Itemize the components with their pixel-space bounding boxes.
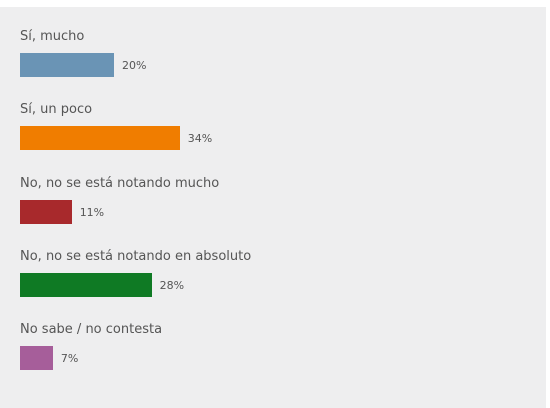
value-label: 11% [79, 205, 105, 219]
value-label: 34% [187, 132, 213, 146]
value-label: 28% [159, 278, 185, 292]
bar [20, 126, 180, 151]
bar [20, 199, 72, 224]
category-label: No, no se está notando mucho [20, 175, 220, 191]
bar [20, 272, 152, 297]
bar-item: Sí, un poco 34% [20, 102, 540, 162]
bar [20, 346, 53, 371]
value-label: 7% [60, 352, 79, 366]
bar-item: No, no se está notando en absoluto 28% [20, 249, 540, 309]
bar [20, 53, 114, 77]
bar-item: Sí, mucho 20% [20, 29, 540, 89]
category-label: Sí, mucho [20, 29, 85, 44]
value-label: 20% [122, 59, 147, 72]
category-label: Sí, un poco [20, 102, 93, 118]
chart-panel: Sí, mucho 20% Sí, un poco 34% No, no se está… [0, 7, 546, 408]
category-label: No, no se está notando en absoluto [20, 248, 252, 264]
category-label: No sabe / no contesta [20, 322, 163, 338]
bar-item: No sabe / no contesta 7% [20, 322, 540, 382]
bar-item: No, no se está notando mucho 11% [20, 176, 540, 236]
